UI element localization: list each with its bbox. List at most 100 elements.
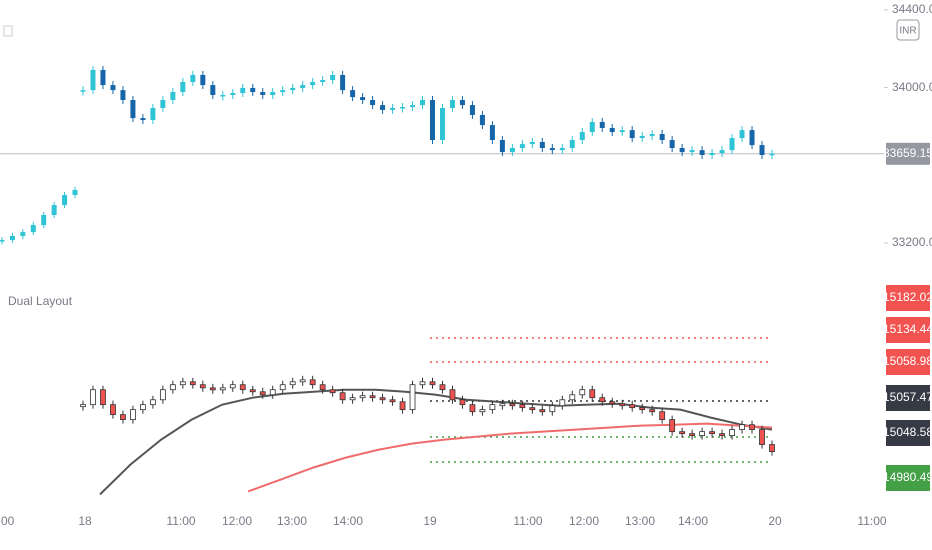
candle	[359, 395, 366, 399]
candle	[179, 381, 186, 386]
ma-line	[247, 422, 773, 493]
candle	[199, 384, 206, 389]
price-tag: 14980.49	[883, 470, 932, 484]
ma-line	[99, 388, 773, 496]
candle	[190, 74, 196, 82]
candle	[669, 140, 675, 148]
candle	[739, 424, 745, 430]
candle	[589, 389, 596, 399]
candle	[189, 381, 196, 386]
price-tag-bg	[886, 142, 930, 165]
candle	[499, 403, 506, 407]
candle	[380, 105, 386, 110]
candle	[579, 132, 585, 141]
candle	[130, 100, 136, 119]
candle	[549, 147, 555, 151]
candle	[390, 107, 396, 110]
candle	[569, 140, 575, 148]
candle	[309, 379, 316, 386]
currency-box[interactable]	[896, 19, 920, 41]
price-tag-bg	[886, 385, 930, 411]
candle	[409, 384, 416, 411]
price-tag-bg	[886, 317, 930, 343]
candle	[429, 381, 436, 386]
candle	[140, 404, 146, 411]
candle	[80, 90, 86, 92]
candle	[150, 107, 156, 121]
candle	[290, 87, 296, 91]
candle	[709, 153, 715, 155]
time-label: :00	[0, 514, 15, 528]
candle	[80, 404, 86, 408]
candle	[469, 105, 475, 115]
candle	[729, 138, 735, 151]
candle	[349, 397, 356, 401]
candle	[719, 433, 725, 437]
candle	[250, 87, 256, 93]
candle	[369, 395, 376, 399]
time-label: 11:00	[857, 514, 886, 528]
candle	[459, 399, 466, 406]
candle	[140, 118, 146, 121]
candle	[149, 399, 156, 406]
candle	[20, 232, 26, 236]
candle	[120, 414, 126, 421]
y-tick-label: 34400.00	[892, 2, 932, 16]
candle	[339, 392, 346, 401]
candle	[559, 399, 566, 407]
candle	[100, 69, 106, 86]
candle	[629, 404, 636, 409]
candle	[100, 389, 106, 406]
candle	[519, 144, 525, 148]
icon	[3, 25, 13, 37]
candle	[370, 100, 376, 106]
candle	[609, 127, 615, 133]
candle	[260, 92, 266, 95]
candle	[350, 90, 356, 98]
candle	[609, 401, 616, 405]
candle	[699, 150, 705, 155]
candle	[410, 105, 416, 108]
candle	[259, 391, 266, 396]
candle	[619, 403, 626, 407]
candle	[120, 90, 126, 101]
candle	[449, 100, 455, 108]
candle	[72, 189, 78, 195]
candle	[239, 384, 246, 391]
candle	[400, 107, 406, 109]
price-tag-bg	[886, 349, 930, 375]
candle	[529, 407, 536, 411]
candle	[669, 419, 676, 433]
candle	[639, 407, 646, 411]
pane-title: Dual Layout	[8, 294, 73, 308]
candle	[0, 240, 5, 242]
candle	[420, 100, 426, 106]
candle	[659, 134, 665, 141]
candle	[749, 424, 755, 430]
candle	[209, 387, 216, 391]
candle	[449, 389, 456, 401]
candle	[469, 404, 476, 413]
candle	[679, 147, 685, 153]
candle	[539, 141, 545, 148]
candle	[41, 214, 47, 226]
candle	[240, 87, 246, 94]
candle	[439, 107, 445, 141]
candle	[300, 85, 306, 88]
time-label: 14:00	[333, 514, 363, 528]
time-label: 18	[78, 514, 92, 528]
candle	[509, 147, 515, 153]
candle	[739, 130, 745, 139]
candle	[759, 145, 765, 155]
candle	[62, 194, 68, 206]
time-label: 13:00	[625, 514, 655, 528]
candle	[569, 394, 576, 401]
candle	[639, 135, 645, 139]
candle	[419, 381, 426, 386]
candle	[489, 125, 495, 141]
candle	[110, 404, 116, 416]
candle	[200, 74, 206, 86]
candle	[759, 429, 765, 445]
candle	[330, 74, 336, 81]
